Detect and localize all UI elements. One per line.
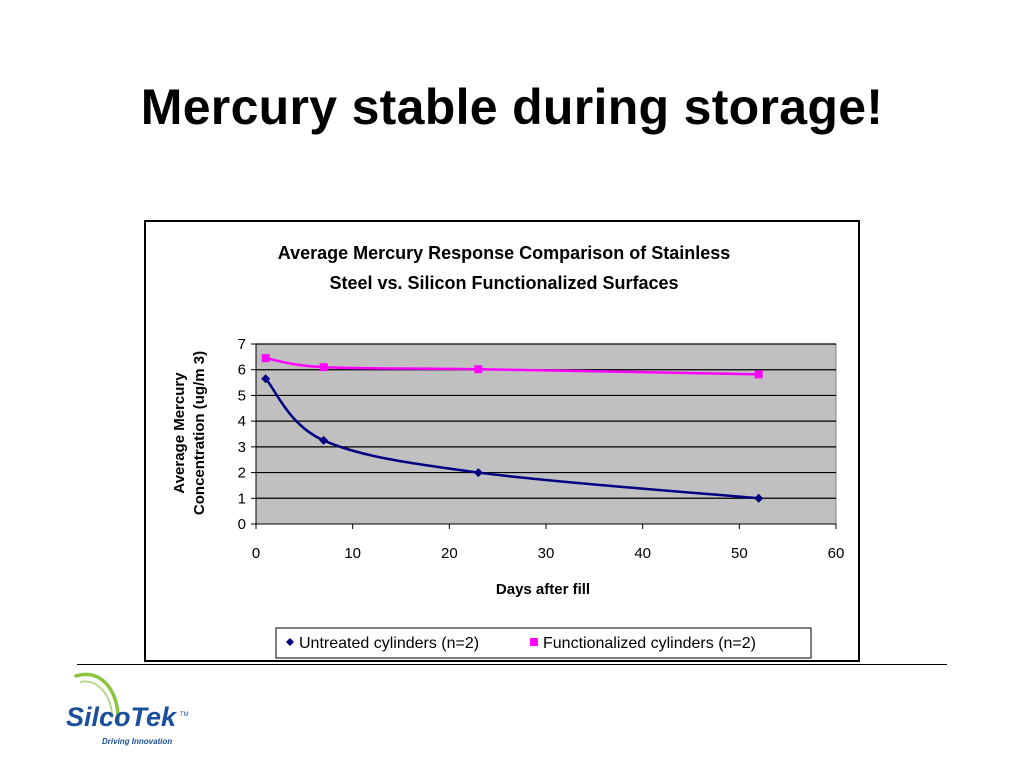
legend-label-untreated: Untreated cylinders (n=2) (299, 635, 479, 652)
y-axis-label-line-1: Average Mercury (171, 372, 188, 494)
series-0-point-3 (754, 493, 764, 503)
x-tick-label-50: 50 (731, 545, 748, 562)
plot-area: 0 1 2 3 4 5 6 7 0 10 20 30 40 50 60 (238, 336, 845, 562)
series-0-point-1 (319, 435, 329, 445)
series-line-1 (265, 356, 759, 376)
logo-swoosh-inner (79, 680, 113, 719)
x-axis-label: Days after fill (496, 581, 590, 598)
series-1-point-0 (261, 354, 270, 363)
chart-title-line-2: Steel vs. Silicon Functionalized Surface… (329, 273, 678, 293)
series-1-point-3 (754, 370, 763, 379)
x-tick-label-40: 40 (634, 545, 651, 562)
legend-box (275, 627, 812, 659)
y-tick-label-5: 5 (238, 387, 246, 404)
series-0-point-0 (261, 374, 271, 384)
x-tick-label-30: 30 (538, 545, 555, 562)
y-tick-label-3: 3 (238, 439, 246, 456)
series-0-point-2 (473, 468, 483, 478)
y-axis-label-line-2: Concentration (ug/m 3) (191, 351, 208, 515)
x-tick-label-0: 0 (252, 545, 260, 562)
y-tick-label-6: 6 (238, 362, 246, 379)
legend-marker-functionalized (530, 638, 538, 646)
x-tick-label-10: 10 (344, 545, 361, 562)
y-tick-label-7: 7 (238, 336, 246, 353)
logo-swoosh (74, 672, 120, 726)
series-line-0 (264, 377, 759, 500)
y-tick-label-0: 0 (238, 516, 246, 533)
legend-marker-untreated (286, 638, 294, 646)
silcotek-logo: SilcoTek TM Driving Innovation (62, 668, 197, 750)
footer-divider (77, 664, 947, 665)
chart-svg: Average Mercury Response Comparison of S… (171, 243, 845, 659)
logo-tagline: Driving Innovation (102, 737, 172, 746)
x-tick-label-20: 20 (441, 545, 458, 562)
y-tick-label-4: 4 (238, 413, 246, 430)
y-tick-label-1: 1 (238, 490, 246, 507)
logo-graphic: SilcoTek TM Driving Innovation (66, 672, 189, 746)
logo-wordmark: SilcoTek (66, 702, 178, 732)
legend-label-functionalized: Functionalized cylinders (n=2) (543, 635, 756, 652)
series-1-point-1 (319, 363, 328, 372)
chart-frame: Average Mercury Response Comparison of S… (144, 220, 860, 662)
chart-title-line-1: Average Mercury Response Comparison of S… (278, 243, 730, 263)
legend: Untreated cylinders (n=2) Functionalized… (275, 627, 812, 659)
logo-tm: TM (180, 712, 189, 718)
y-tick-label-2: 2 (238, 465, 246, 482)
x-tick-label-60: 60 (828, 545, 845, 562)
slide-title: Mercury stable during storage! (140, 79, 884, 135)
series-1-point-2 (474, 365, 483, 374)
